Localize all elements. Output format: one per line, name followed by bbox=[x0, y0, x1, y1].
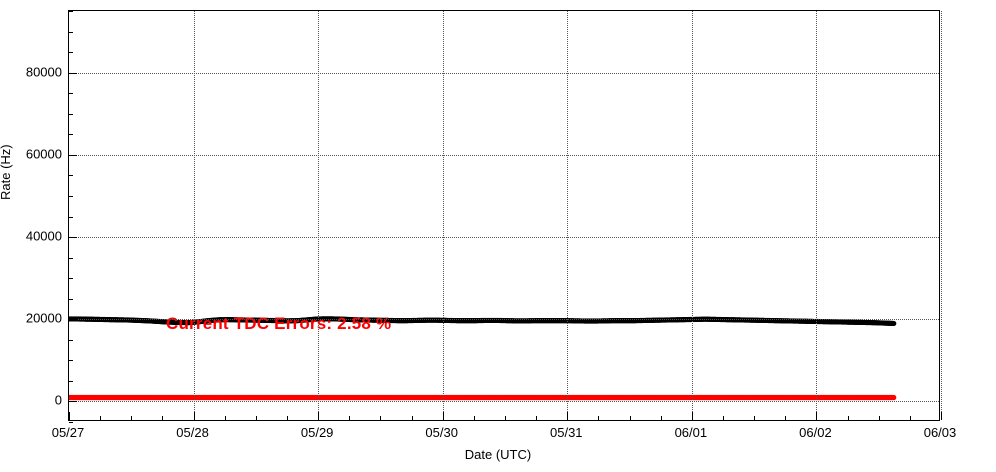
y-axis-minor-tick bbox=[69, 113, 73, 115]
x-axis-minor-tick bbox=[505, 416, 506, 420]
y-axis-minor-tick bbox=[69, 360, 73, 362]
x-axis-tick-label: 06/02 bbox=[799, 425, 832, 440]
x-axis-minor-tick bbox=[411, 416, 413, 420]
y-axis-tick-label: 0 bbox=[54, 392, 62, 408]
x-axis-tick bbox=[69, 91, 70, 99]
x-axis-minor-tick bbox=[380, 416, 382, 420]
x-axis-minor-tick bbox=[287, 416, 288, 420]
gridline-vertical bbox=[318, 11, 320, 420]
y-axis-tick-label: 40000 bbox=[25, 228, 62, 244]
x-axis-minor-tick bbox=[598, 416, 600, 420]
x-axis-tick bbox=[941, 412, 942, 420]
x-axis-tick bbox=[69, 111, 70, 119]
x-axis-minor-tick bbox=[754, 416, 756, 420]
x-axis-tick bbox=[318, 412, 320, 420]
gridline-horizontal bbox=[69, 401, 939, 403]
gridline-horizontal bbox=[69, 237, 939, 239]
x-axis-tick-label: 06/03 bbox=[923, 425, 957, 440]
x-axis-tick bbox=[69, 412, 70, 420]
x-axis-minor-tick bbox=[536, 416, 538, 420]
gridline-vertical bbox=[442, 11, 444, 420]
y-axis-tick-label: 80000 bbox=[25, 64, 62, 80]
y-axis-minor-tick bbox=[69, 339, 73, 341]
x-axis-tick-label: 05/31 bbox=[550, 425, 583, 440]
x-axis-minor-tick bbox=[629, 416, 631, 420]
x-axis-minor-tick bbox=[255, 416, 257, 420]
x-axis-minor-tick bbox=[878, 416, 880, 420]
y-axis-minor-tick bbox=[69, 422, 73, 423]
gridline-vertical bbox=[567, 11, 569, 420]
x-axis-tick-label: 06/01 bbox=[674, 425, 708, 440]
y-axis-tick bbox=[69, 237, 77, 239]
y-axis-minor-tick bbox=[69, 195, 73, 197]
y-axis-minor-tick bbox=[69, 52, 73, 54]
x-axis-tick bbox=[816, 412, 818, 420]
x-axis-tick bbox=[69, 11, 70, 19]
x-axis-tick bbox=[442, 412, 444, 420]
x-axis-tick-label: 05/29 bbox=[300, 425, 334, 440]
x-axis-minor-tick bbox=[349, 416, 351, 420]
y-axis-minor-tick bbox=[69, 216, 73, 218]
x-axis-tick bbox=[567, 412, 569, 420]
plot-area: Current TDC Errors: 2.58 % bbox=[68, 10, 942, 423]
gridline-vertical bbox=[691, 11, 693, 420]
y-axis-tick bbox=[69, 401, 77, 403]
gridline-vertical bbox=[193, 11, 195, 420]
x-axis-minor-tick bbox=[723, 416, 724, 420]
y-axis-tick bbox=[69, 319, 77, 321]
x-axis-title: Date (UTC) bbox=[464, 447, 532, 462]
x-axis-minor-tick bbox=[224, 416, 226, 420]
gridline-vertical bbox=[816, 11, 818, 420]
x-axis-minor-tick bbox=[909, 416, 911, 420]
y-axis-tick-labels: 0 20000 40000 60000 80000 bbox=[0, 0, 68, 472]
gridline-horizontal bbox=[69, 154, 939, 156]
y-axis-minor-tick bbox=[69, 298, 73, 300]
annotation-current-tdc-errors: Current TDC Errors: 2.58 % bbox=[166, 314, 392, 333]
y-axis-minor-tick bbox=[69, 11, 73, 12]
y-axis-minor-tick bbox=[69, 175, 73, 177]
y-axis-minor-tick bbox=[69, 179, 73, 180]
x-axis-minor-tick bbox=[785, 416, 787, 420]
x-axis-tick bbox=[691, 412, 693, 420]
gridline-horizontal bbox=[69, 72, 939, 74]
x-axis-tick bbox=[193, 412, 195, 420]
y-axis-minor-tick bbox=[69, 93, 73, 95]
y-axis-tick bbox=[69, 72, 77, 74]
y-axis-tick-label: 20000 bbox=[25, 310, 62, 326]
x-axis-minor-tick bbox=[100, 416, 102, 420]
gridline-vertical bbox=[941, 11, 942, 420]
x-axis-tick-label: 05/27 bbox=[51, 425, 85, 440]
y-axis-tick bbox=[69, 154, 77, 156]
x-axis-tick-label: 05/30 bbox=[425, 425, 458, 440]
y-axis-minor-tick bbox=[69, 134, 73, 136]
y-axis-minor-tick bbox=[69, 257, 73, 259]
x-axis-minor-tick bbox=[473, 416, 475, 420]
gridline-horizontal bbox=[69, 319, 939, 321]
y-axis-minor-tick bbox=[69, 380, 73, 382]
y-axis-tick-label: 60000 bbox=[25, 146, 62, 162]
y-axis-minor-tick bbox=[69, 31, 73, 33]
x-axis-minor-tick bbox=[131, 416, 133, 420]
x-axis-minor-tick bbox=[660, 416, 662, 420]
x-axis-minor-tick bbox=[162, 416, 164, 420]
x-axis-minor-tick bbox=[847, 416, 849, 420]
x-axis-tick-label: 05/28 bbox=[176, 425, 209, 440]
y-axis-minor-tick bbox=[69, 278, 73, 280]
y-axis-title: Rate (Hz) bbox=[0, 144, 13, 200]
